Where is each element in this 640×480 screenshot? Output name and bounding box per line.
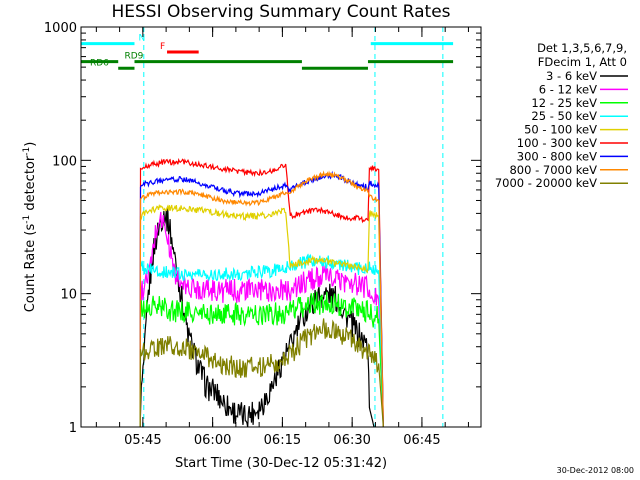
legend: Det 1,3,5,6,7,9, FDecim 1, Att 0 3 - 6 k… bbox=[495, 41, 628, 190]
legend-entry-label: 7000 - 20000 keV bbox=[495, 176, 597, 190]
chart-title: HESSI Observing Summary Count Rates bbox=[111, 2, 450, 22]
legend-entry-label: 100 - 300 keV bbox=[517, 136, 597, 150]
legend-entry-label: 25 - 50 keV bbox=[531, 109, 597, 123]
series-line bbox=[139, 291, 384, 428]
x-tick-label: 06:15 bbox=[264, 433, 301, 448]
state-bar-label: N bbox=[138, 34, 145, 44]
series-line bbox=[139, 253, 384, 428]
series-line bbox=[139, 157, 384, 428]
legend-entry-label: 300 - 800 keV bbox=[517, 149, 597, 163]
y-tick-label: 1000 bbox=[44, 21, 77, 36]
series-line bbox=[139, 207, 375, 428]
legend-entry-label: 6 - 12 keV bbox=[539, 82, 597, 96]
x-axis: 05:45 06:00 06:15 06:30 06:45 bbox=[95, 27, 469, 448]
y-axis: 1 10 100 1000 bbox=[44, 21, 481, 436]
legend-header-line-2: FDecim 1, Att 0 bbox=[538, 55, 627, 69]
plot-area: N F RD9 RD6 bbox=[80, 27, 454, 428]
legend-entry-label: 50 - 100 keV bbox=[524, 123, 597, 137]
x-axis-label: Start Time (30-Dec-12 05:31:42) bbox=[175, 456, 387, 471]
legend-header-line-1: Det 1,3,5,6,7,9, bbox=[537, 41, 627, 55]
state-bar-label: F bbox=[160, 42, 165, 52]
x-tick-label: 06:45 bbox=[403, 433, 440, 448]
plot-frame bbox=[80, 26, 482, 428]
state-bar-label: RD9 bbox=[124, 52, 143, 62]
y-tick-label: 10 bbox=[60, 288, 77, 303]
legend-entry-label: 3 - 6 keV bbox=[546, 69, 597, 83]
series-line bbox=[139, 170, 384, 428]
x-tick-label: 06:00 bbox=[194, 433, 231, 448]
state-bar-label: RD6 bbox=[90, 58, 109, 68]
series-line bbox=[139, 204, 384, 428]
x-tick-label: 06:30 bbox=[333, 433, 370, 448]
y-tick-label: 100 bbox=[52, 154, 77, 169]
y-axis-label: Count Rate (s-1 detector-1) bbox=[22, 142, 38, 313]
x-tick-label: 05:45 bbox=[124, 433, 161, 448]
series-line bbox=[139, 170, 384, 428]
y-tick-label: 1 bbox=[69, 421, 77, 436]
series-line bbox=[139, 318, 384, 428]
series-line bbox=[139, 211, 384, 428]
footer-timestamp: 30-Dec-2012 08:00 bbox=[557, 466, 634, 475]
legend-entry-label: 800 - 7000 keV bbox=[509, 163, 597, 177]
legend-entry-label: 12 - 25 keV bbox=[531, 96, 597, 110]
